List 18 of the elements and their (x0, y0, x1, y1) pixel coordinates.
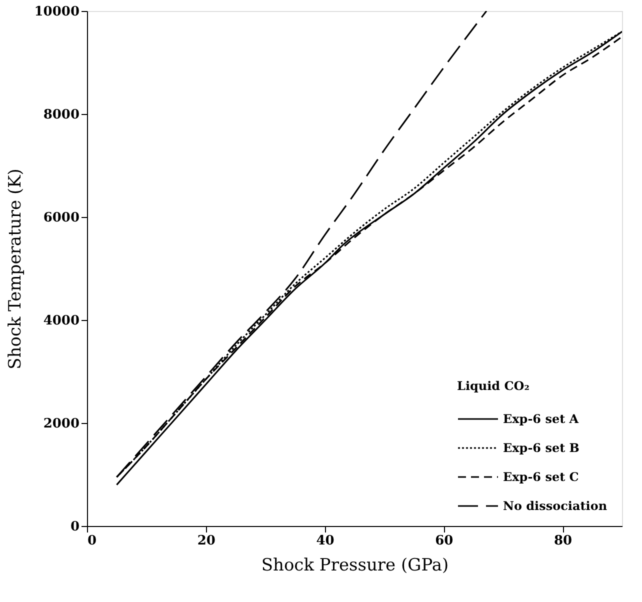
legend-label: Exp-6 set C (503, 470, 579, 484)
y-axis-title: Shock Temperature (K) (5, 168, 26, 370)
y-tick-label: 10000 (34, 4, 80, 20)
legend-label: Exp-6 set A (503, 412, 580, 426)
y-tick-label: 8000 (43, 108, 80, 122)
legend-label: No dissociation (503, 499, 608, 513)
x-tick-label: 0 (88, 534, 97, 548)
y-tick-label: 2000 (43, 416, 80, 432)
y-tick-label: 6000 (43, 210, 80, 226)
legend-label: Exp-6 set B (503, 441, 580, 455)
y-tick-label: 0 (70, 520, 80, 534)
x-tick-label: 20 (197, 534, 216, 548)
legend-title: Liquid CO₂ (457, 379, 530, 393)
y-tick-label: 4000 (43, 314, 80, 328)
x-tick-label: 80 (554, 534, 572, 548)
x-tick-label: 60 (435, 534, 454, 548)
x-axis-title: Shock Pressure (GPa) (261, 556, 449, 576)
x-tick-label: 40 (316, 534, 334, 548)
